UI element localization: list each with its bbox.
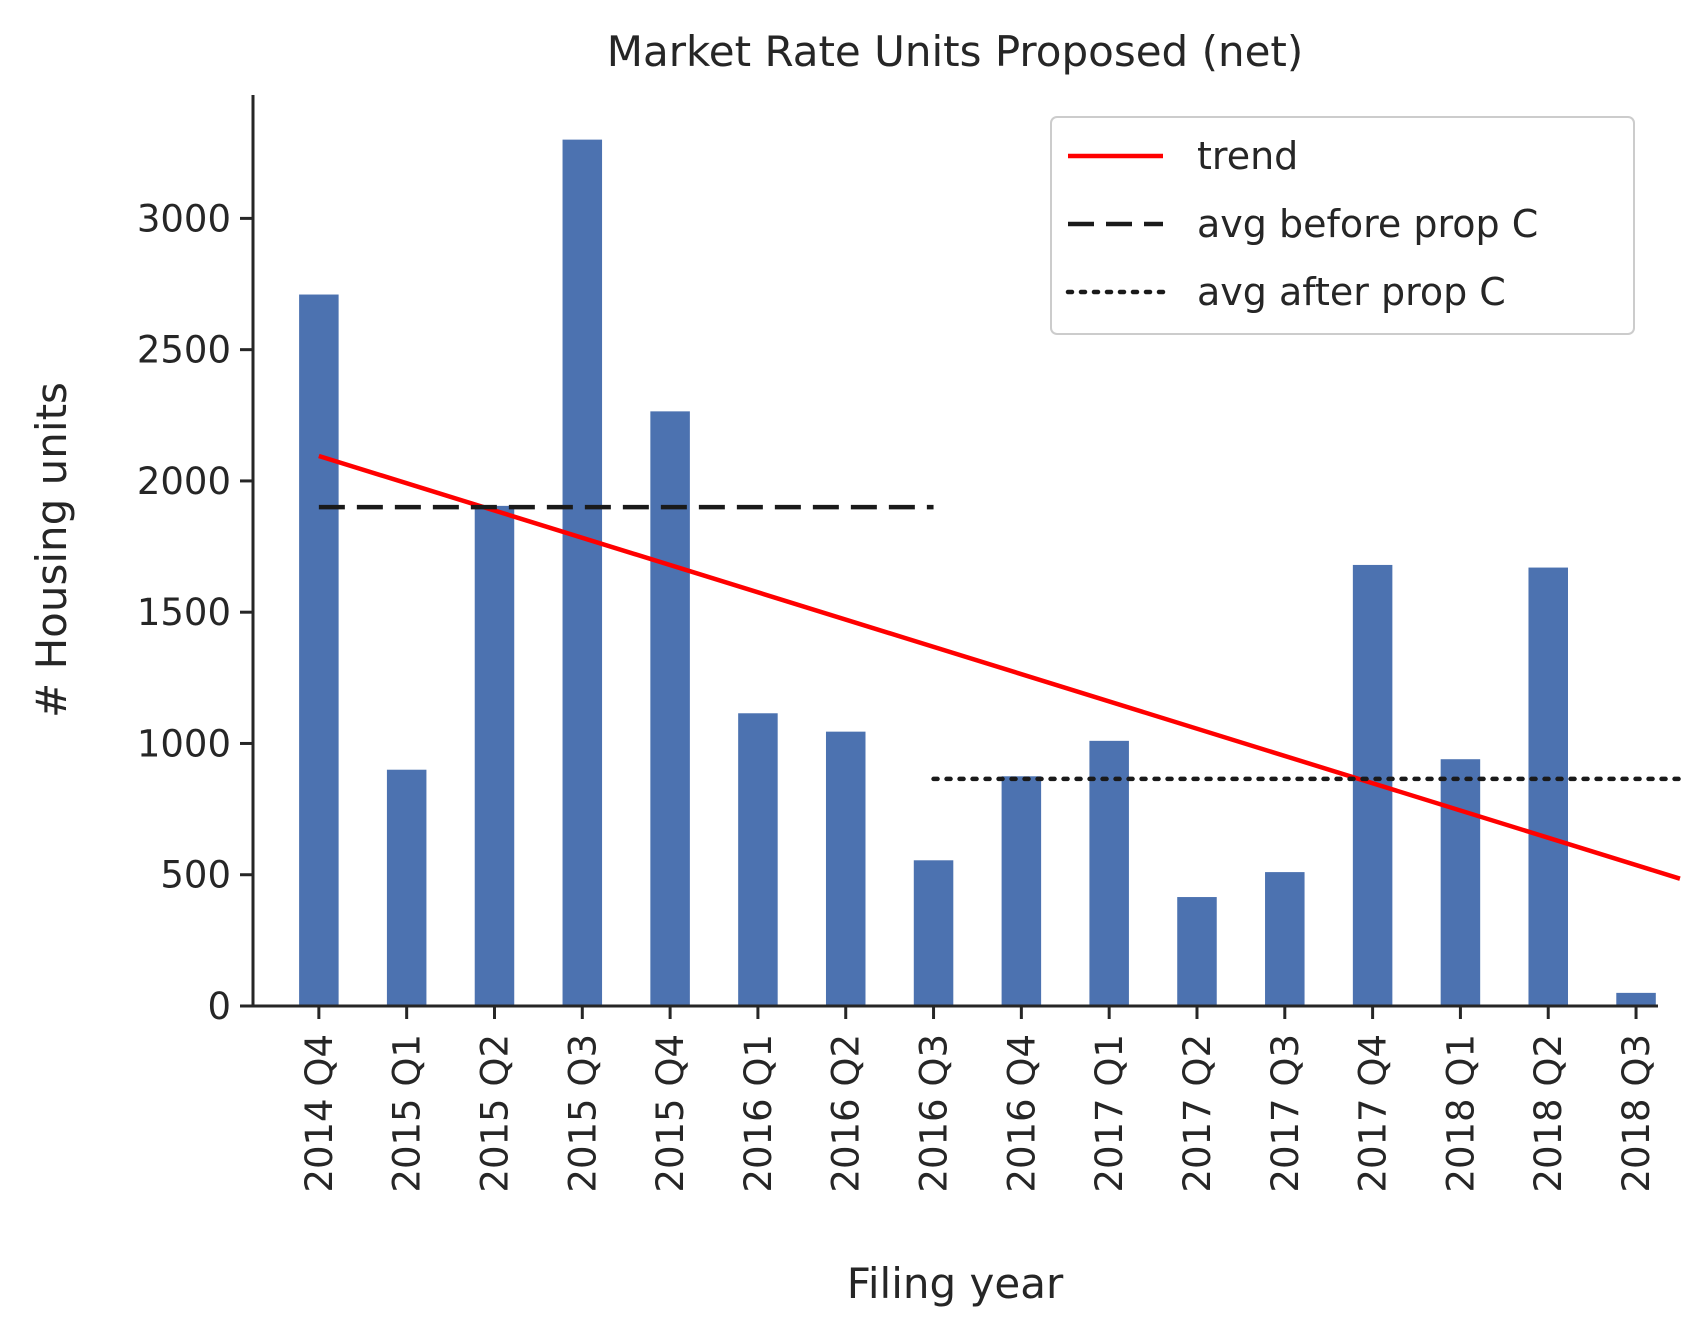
x-tick-label: 2016 Q2 bbox=[825, 1034, 868, 1193]
x-tick-label: 2015 Q1 bbox=[386, 1034, 429, 1193]
x-tick-label: 2018 Q1 bbox=[1439, 1034, 1482, 1193]
x-tick-label: 2015 Q3 bbox=[561, 1034, 604, 1193]
y-tick-label: 3000 bbox=[137, 197, 231, 240]
y-axis-label: # Housing units bbox=[27, 382, 76, 718]
bar-11 bbox=[1265, 872, 1305, 1006]
legend-label-0: trend bbox=[1197, 134, 1298, 178]
bar-9 bbox=[1089, 740, 1129, 1006]
bar-6 bbox=[825, 731, 866, 1006]
x-tick-label: 2018 Q3 bbox=[1615, 1034, 1658, 1193]
line-trend bbox=[318, 453, 1681, 881]
y-ticks-group: 0 500 1000 1500 2000 2500 3000 bbox=[137, 197, 253, 1028]
y-tick-label: 0 bbox=[207, 985, 231, 1028]
bar-15 bbox=[1616, 992, 1656, 1006]
bar-0 bbox=[299, 294, 339, 1007]
x-tick-label: 2017 Q3 bbox=[1264, 1034, 1307, 1193]
x-tick-label: 2017 Q1 bbox=[1088, 1034, 1131, 1193]
x-axis-label: Filing year bbox=[847, 1259, 1064, 1308]
bar-1 bbox=[386, 769, 427, 1006]
x-tick-label: 2017 Q2 bbox=[1176, 1034, 1219, 1193]
x-tick-label: 2016 Q4 bbox=[1000, 1034, 1043, 1193]
x-tick-label: 2018 Q2 bbox=[1527, 1034, 1570, 1193]
bar-13 bbox=[1440, 759, 1481, 1006]
legend-label-2: avg after prop C bbox=[1197, 270, 1506, 314]
bar-8 bbox=[1001, 776, 1042, 1006]
y-tick-label: 1500 bbox=[137, 591, 231, 634]
y-tick-label: 1000 bbox=[137, 722, 231, 765]
bar-2 bbox=[474, 505, 515, 1006]
x-tick-label: 2015 Q4 bbox=[649, 1034, 692, 1193]
bars-group bbox=[299, 139, 1656, 1007]
x-tick-label: 2017 Q4 bbox=[1352, 1034, 1395, 1193]
bar-5 bbox=[738, 713, 778, 1006]
x-tick-label: 2016 Q1 bbox=[737, 1034, 780, 1193]
bar-14 bbox=[1528, 567, 1568, 1006]
x-tick-label: 2016 Q3 bbox=[913, 1034, 956, 1193]
axes-group bbox=[251, 95, 1658, 1008]
y-tick-label: 500 bbox=[160, 854, 231, 897]
bar-10 bbox=[1177, 897, 1217, 1006]
x-tick-label: 2014 Q4 bbox=[298, 1034, 341, 1193]
bar-3 bbox=[562, 139, 603, 1007]
x-ticks-group: 2014 Q4 2015 Q1 2015 Q2 2015 Q3 2015 Q4 2016 … bbox=[298, 1006, 1658, 1193]
bar-7 bbox=[913, 860, 954, 1006]
y-tick-label: 2000 bbox=[137, 460, 231, 503]
x-tick-label: 2015 Q2 bbox=[473, 1034, 516, 1193]
lines-group bbox=[318, 453, 1682, 881]
legend-box bbox=[1050, 116, 1635, 335]
legend: trend avg before prop C avg after prop C bbox=[1050, 116, 1635, 335]
legend-label-1: avg before prop C bbox=[1197, 202, 1538, 246]
bar-4 bbox=[650, 411, 690, 1006]
chart-title: Market Rate Units Proposed (net) bbox=[607, 27, 1304, 76]
y-tick-label: 2500 bbox=[137, 329, 231, 372]
